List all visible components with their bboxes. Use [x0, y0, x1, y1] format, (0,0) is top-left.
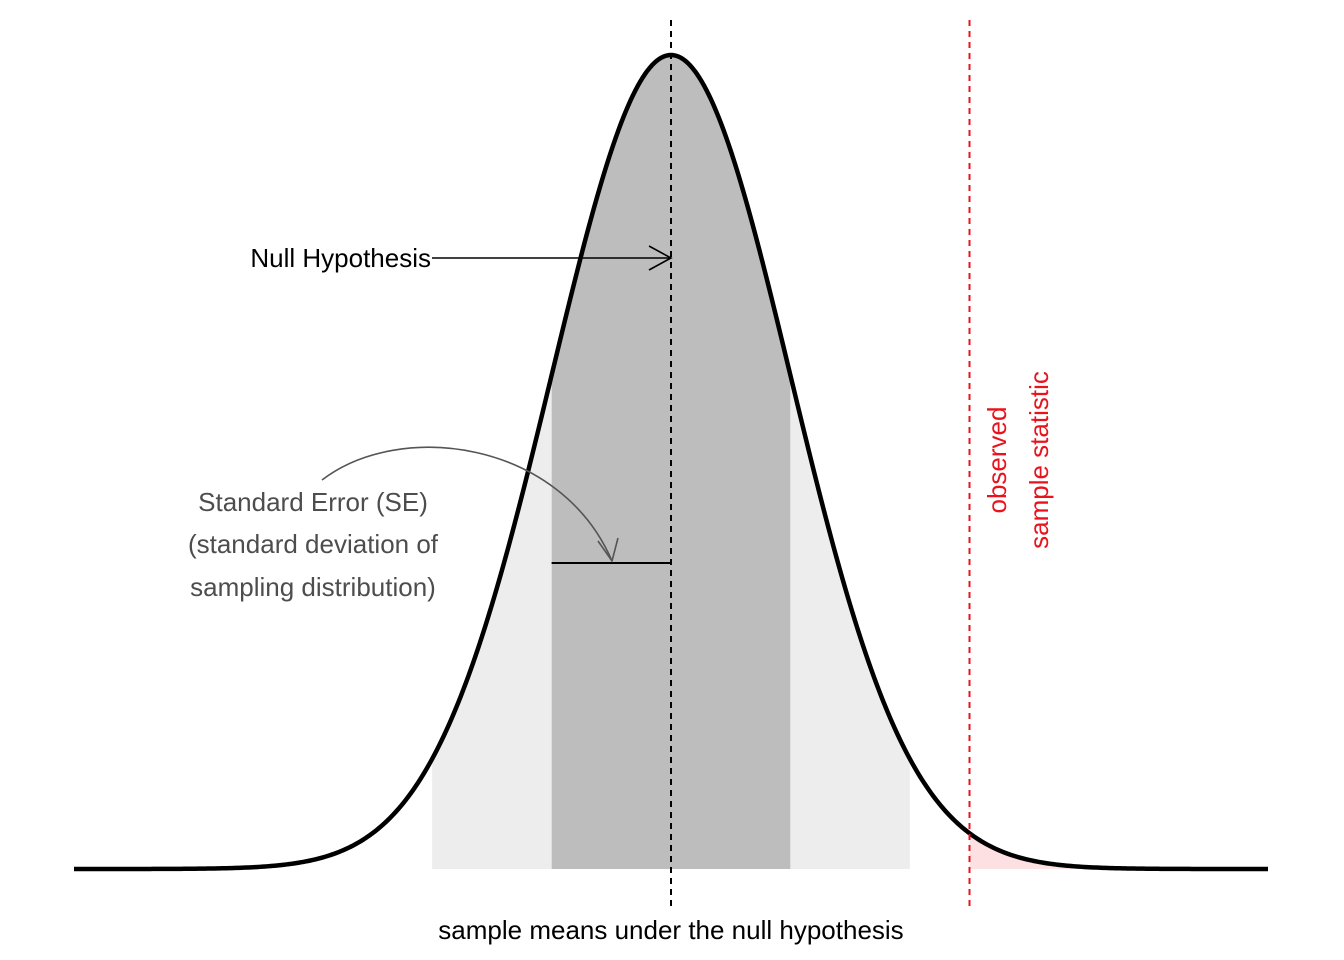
shaded-band-2 [432, 55, 552, 869]
observed-label-line2: sample statistic [1024, 371, 1054, 549]
standard-error-arrow [321, 446, 613, 562]
shaded-bands [432, 55, 1268, 869]
standard-error-label-line3: sampling distribution) [190, 572, 436, 602]
observed-label-line1: observed [982, 407, 1012, 514]
null-hypothesis-label: Null Hypothesis [250, 243, 431, 273]
shaded-band-1 [551, 55, 791, 869]
null-hypothesis-arrowhead [648, 245, 673, 271]
standard-error-label-line1: Standard Error (SE) [198, 487, 428, 517]
shaded-band-3 [790, 55, 910, 869]
x-axis-label: sample means under the null hypothesis [438, 915, 903, 945]
shaded-band-4 [969, 833, 1268, 869]
standard-error-label-line2: (standard deviation of [188, 529, 439, 559]
standard-error-arrowhead [597, 537, 619, 563]
